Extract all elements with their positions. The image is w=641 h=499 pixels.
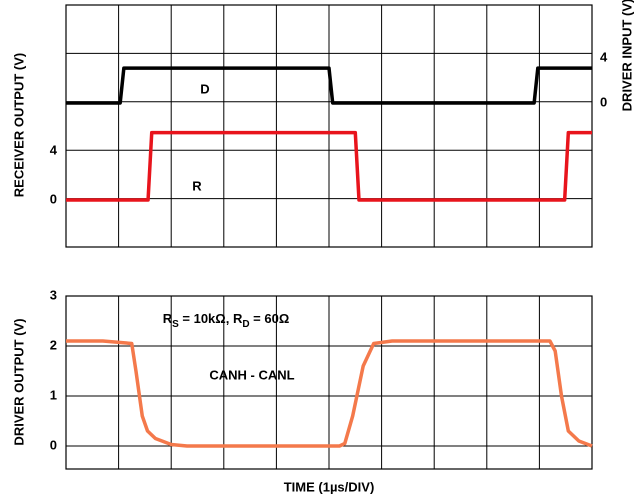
trace (66, 130, 592, 202)
annotation-part: R (233, 311, 243, 326)
y-tick-label: 0 (50, 437, 57, 452)
y2-axis-label: DRIVER INPUT (V) (619, 0, 634, 111)
y-tick-label: 2 (50, 337, 57, 352)
y-tick-label: 3 (50, 287, 57, 302)
trace (66, 66, 592, 105)
y-tick-label: 0 (50, 191, 57, 206)
annotation: CANH - CANL (209, 367, 294, 382)
x-axis-label: TIME (1µs/DIV) (284, 479, 375, 494)
annotation: R (192, 178, 202, 193)
annotation-part: = 60Ω (250, 311, 290, 326)
y-tick-label: 1 (50, 387, 57, 402)
trace (66, 339, 593, 448)
annotation: RS = 10kΩ, RD = 60Ω (163, 311, 290, 329)
y2-tick-label: 4 (600, 49, 608, 64)
annotation-part: = 10kΩ, (179, 311, 233, 326)
y-axis-label: DRIVER OUTPUT (V) (11, 318, 26, 445)
y-axis-label: RECEIVER OUTPUT (V) (11, 53, 26, 197)
annotation-part: D (242, 319, 249, 330)
annotation-part: R (163, 311, 173, 326)
annotation-part: S (172, 319, 179, 330)
y-tick-label: 4 (50, 142, 58, 157)
y2-tick-label: 0 (600, 94, 607, 109)
annotation: D (200, 81, 209, 96)
